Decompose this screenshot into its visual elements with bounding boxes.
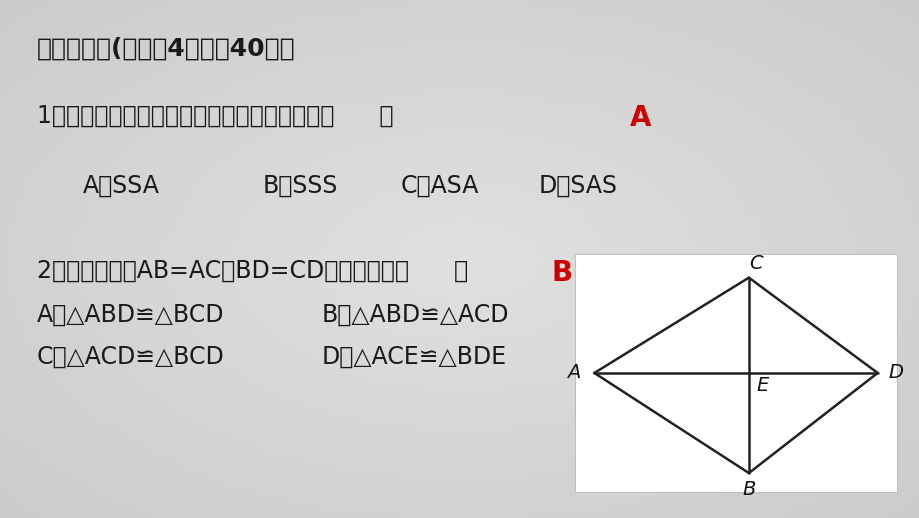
Text: C．△ACD≌△BCD: C．△ACD≌△BCD bbox=[37, 344, 224, 368]
Text: 1．下列方法中，不能判定三角形全等的是：（      ）: 1．下列方法中，不能判定三角形全等的是：（ ） bbox=[37, 104, 393, 127]
Text: A: A bbox=[567, 364, 580, 382]
Text: C．ASA: C．ASA bbox=[400, 174, 478, 197]
Text: D．△ACE≌△BDE: D．△ACE≌△BDE bbox=[322, 344, 506, 368]
Text: B: B bbox=[551, 259, 573, 287]
Text: D: D bbox=[888, 364, 902, 382]
Text: 一、选择题(每小题4分，共40分）: 一、选择题(每小题4分，共40分） bbox=[37, 36, 295, 60]
Text: A．△ABD≌△BCD: A．△ABD≌△BCD bbox=[37, 303, 224, 327]
Text: B．△ABD≌△ACD: B．△ABD≌△ACD bbox=[322, 303, 509, 327]
Text: B．SSS: B．SSS bbox=[262, 174, 337, 197]
Text: E: E bbox=[755, 377, 768, 395]
Text: D．SAS: D．SAS bbox=[538, 174, 617, 197]
Text: B: B bbox=[742, 480, 754, 499]
Bar bbox=[574, 254, 896, 492]
Text: C: C bbox=[749, 254, 762, 272]
Text: A: A bbox=[630, 104, 651, 132]
Text: 2．如图，已知AB=AC，BD=CD，则可推出（      ）: 2．如图，已知AB=AC，BD=CD，则可推出（ ） bbox=[37, 259, 468, 283]
Text: A．SSA: A．SSA bbox=[83, 174, 160, 197]
